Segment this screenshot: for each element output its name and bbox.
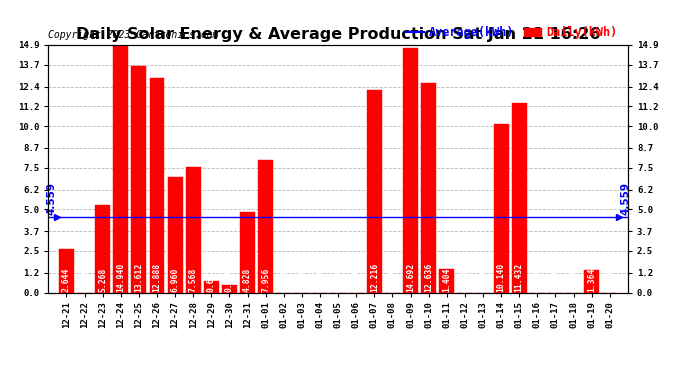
Text: 5.268: 5.268 xyxy=(98,267,107,292)
Text: 0.436: 0.436 xyxy=(225,267,234,292)
Bar xyxy=(95,205,110,292)
Bar xyxy=(150,78,164,292)
Text: 0.000: 0.000 xyxy=(460,267,469,292)
Text: 4.828: 4.828 xyxy=(243,267,252,292)
Text: 0.672: 0.672 xyxy=(207,267,216,292)
Title: Daily Solar Energy & Average Production Sat Jan 21 16:26: Daily Solar Energy & Average Production … xyxy=(76,27,600,42)
Bar xyxy=(131,66,146,292)
Bar xyxy=(222,285,237,292)
Text: 4.559: 4.559 xyxy=(620,183,630,216)
Text: 0.000: 0.000 xyxy=(478,267,488,292)
Text: 1.364: 1.364 xyxy=(587,267,596,292)
Bar xyxy=(258,160,273,292)
Text: 11.432: 11.432 xyxy=(515,262,524,292)
Text: 12.216: 12.216 xyxy=(370,262,379,292)
Text: 2.644: 2.644 xyxy=(62,267,71,292)
Bar xyxy=(584,270,599,292)
Bar xyxy=(493,124,509,292)
Text: 12.636: 12.636 xyxy=(424,262,433,292)
Text: 0.000: 0.000 xyxy=(605,267,614,292)
Text: 0.000: 0.000 xyxy=(315,267,324,292)
Text: 12.888: 12.888 xyxy=(152,262,161,292)
Bar xyxy=(59,249,74,292)
Text: 0.000: 0.000 xyxy=(80,267,89,292)
Text: 0.000: 0.000 xyxy=(279,267,288,292)
Bar xyxy=(367,90,382,292)
Bar xyxy=(421,82,436,292)
Text: 0.000: 0.000 xyxy=(333,267,343,292)
Bar xyxy=(168,177,183,292)
Text: 4.559: 4.559 xyxy=(46,183,56,216)
Bar xyxy=(204,281,219,292)
Text: 0.000: 0.000 xyxy=(297,267,306,292)
Bar xyxy=(240,212,255,292)
Text: 7.568: 7.568 xyxy=(188,267,198,292)
Bar xyxy=(512,103,526,292)
Text: 0.000: 0.000 xyxy=(551,267,560,292)
Text: 14.940: 14.940 xyxy=(116,262,126,292)
Text: Copyright 2023 Cartronics.com: Copyright 2023 Cartronics.com xyxy=(48,30,219,40)
Bar xyxy=(113,44,128,292)
Bar xyxy=(440,269,454,292)
Text: 14.692: 14.692 xyxy=(406,262,415,292)
Text: 0.000: 0.000 xyxy=(569,267,578,292)
Text: 0.000: 0.000 xyxy=(388,267,397,292)
Bar xyxy=(403,48,418,292)
Text: 0.000: 0.000 xyxy=(352,267,361,292)
Bar xyxy=(186,167,201,292)
Text: 7.956: 7.956 xyxy=(261,267,270,292)
Text: 1.404: 1.404 xyxy=(442,267,451,292)
Text: 13.612: 13.612 xyxy=(135,262,144,292)
Text: 6.960: 6.960 xyxy=(170,267,179,292)
Text: 10.140: 10.140 xyxy=(497,262,506,292)
Legend: Average(kWh), Daily(kWh): Average(kWh), Daily(kWh) xyxy=(402,21,622,44)
Text: 0.000: 0.000 xyxy=(533,267,542,292)
